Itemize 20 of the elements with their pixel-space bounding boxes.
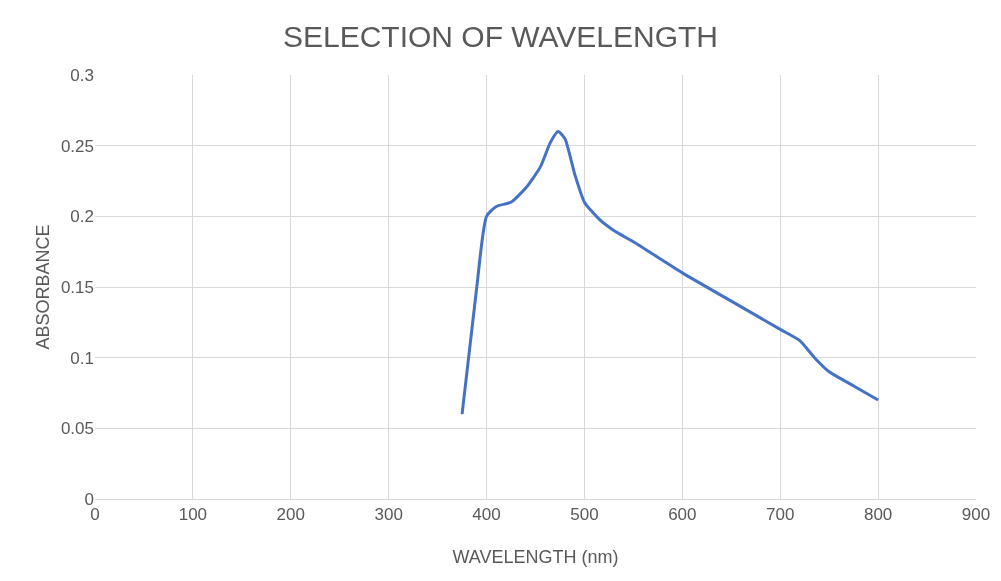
- x-axis-title: WAVELENGTH (nm): [452, 547, 619, 567]
- x-tick-label: 400: [472, 505, 501, 525]
- y-tick-label: 0.05: [60, 419, 94, 439]
- x-tick-label: 500: [570, 505, 599, 525]
- x-tick-label: 300: [374, 505, 403, 525]
- x-tick-label: 200: [276, 505, 305, 525]
- y-tick-label: 0.3: [70, 65, 94, 85]
- x-tick-label: 700: [766, 505, 795, 525]
- y-tick-label: 0.15: [60, 277, 94, 297]
- y-tick-label: 0.25: [60, 136, 94, 156]
- chart-title: SELECTION OF WAVELENGTH: [282, 20, 719, 54]
- y-tick-label: 0.2: [70, 207, 94, 227]
- y-tick-label: 0.1: [70, 348, 94, 368]
- x-tick-label: 600: [668, 505, 697, 525]
- y-tick-label: 0: [84, 489, 94, 509]
- x-tick-label: 100: [178, 505, 208, 525]
- x-tick-label: 900: [961, 505, 991, 525]
- y-axis-title: ABSORBANCE: [33, 224, 53, 350]
- x-tick-label: 800: [863, 505, 893, 525]
- line-series: [460, 130, 880, 416]
